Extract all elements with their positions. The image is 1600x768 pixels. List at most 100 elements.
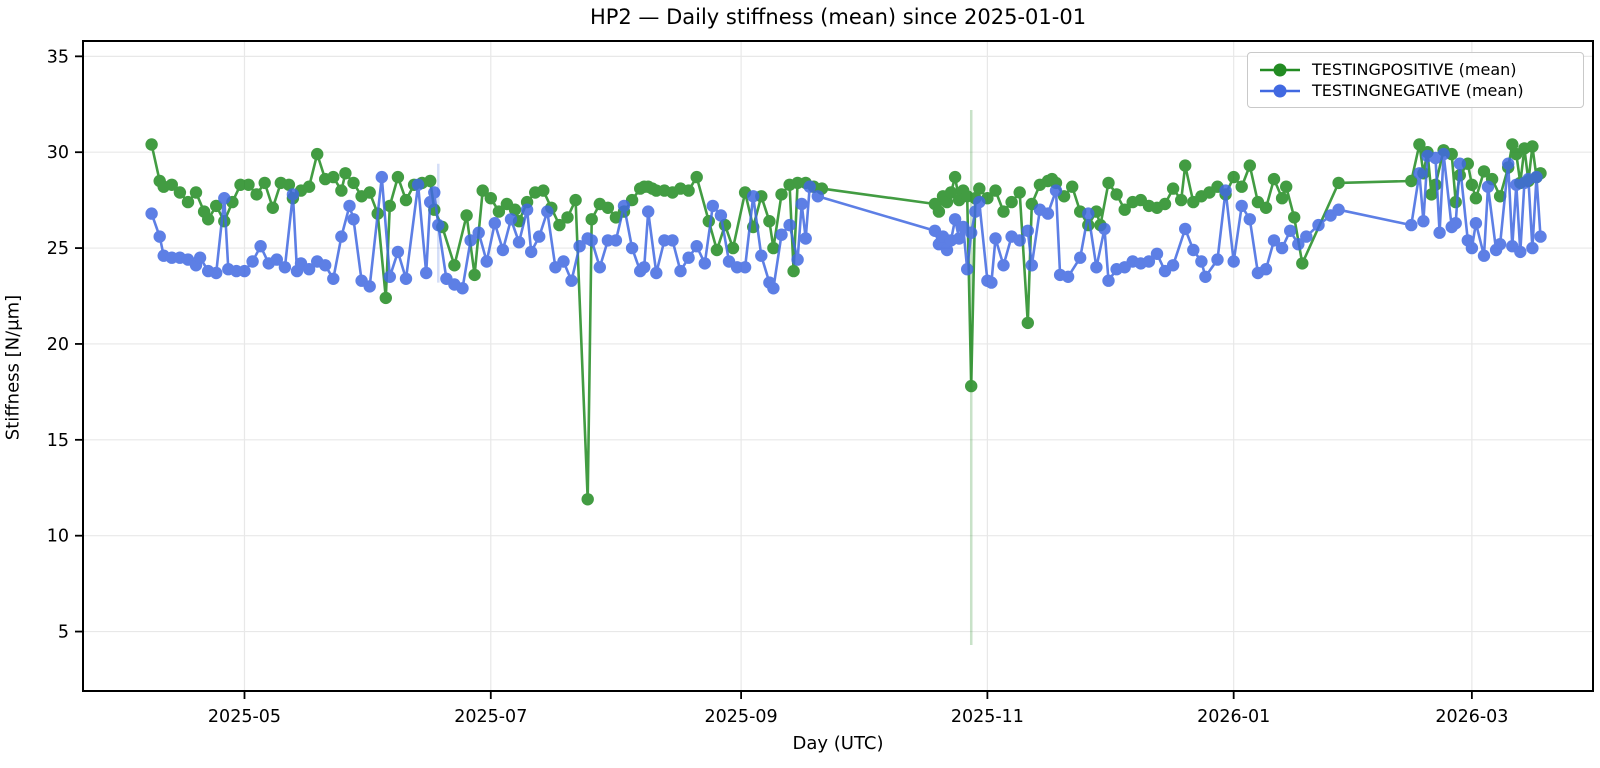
gridlines <box>83 41 1593 691</box>
data-point <box>985 276 998 289</box>
data-point <box>145 138 158 151</box>
data-point <box>246 255 259 268</box>
x-axis-label: Day (UTC) <box>792 733 884 754</box>
data-point <box>399 272 413 285</box>
data-point <box>282 178 296 191</box>
data-point <box>432 218 445 232</box>
data-point <box>492 205 506 218</box>
data-point <box>335 184 348 197</box>
data-point <box>1534 230 1547 243</box>
data-point <box>1082 207 1095 220</box>
data-point <box>767 282 780 295</box>
axes-spines <box>82 40 1594 692</box>
legend: TESTINGPOSITIVE (mean) TESTINGNEGATIVE (… <box>1247 52 1584 108</box>
data-point <box>638 261 651 274</box>
y-tick-label: 5 <box>58 623 69 643</box>
data-point <box>1332 176 1345 190</box>
data-point <box>965 226 978 239</box>
data-point <box>258 176 271 190</box>
data-point <box>193 251 207 264</box>
data-point <box>472 226 485 239</box>
data-point <box>210 199 223 213</box>
data-point <box>997 205 1010 218</box>
data-point <box>1199 270 1212 283</box>
data-point <box>278 261 292 274</box>
data-point <box>642 205 655 218</box>
data-point <box>1211 253 1224 266</box>
data-point <box>484 192 497 205</box>
data-point <box>767 241 780 255</box>
data-point <box>411 178 425 191</box>
data-point <box>448 259 461 272</box>
data-point <box>254 240 267 253</box>
data-point <box>1259 263 1273 276</box>
data-point <box>1098 222 1111 236</box>
data-point <box>1227 170 1240 184</box>
data-point <box>1267 172 1281 186</box>
y-tick-label: 30 <box>47 143 69 163</box>
tick-labels: 2025-05 2025-07 2025-09 2025-11 2026-01 2026-… <box>47 47 1509 727</box>
data-point <box>1013 186 1026 199</box>
data-point <box>1259 201 1273 214</box>
data-point <box>1284 224 1297 237</box>
data-point <box>989 232 1002 245</box>
data-point <box>569 193 582 207</box>
data-point <box>1013 234 1026 247</box>
data-point <box>476 184 489 197</box>
data-point <box>738 261 752 274</box>
data-point <box>286 188 300 201</box>
data-point <box>1158 197 1172 211</box>
data-point <box>311 147 324 161</box>
data-point <box>189 186 203 199</box>
data-point <box>1235 199 1248 213</box>
data-point <box>327 272 340 285</box>
data-point <box>335 230 348 243</box>
data-point <box>1493 190 1507 203</box>
data-point <box>242 178 255 191</box>
data-point <box>1235 180 1248 193</box>
data-point <box>173 186 187 199</box>
data-point <box>1481 180 1495 193</box>
tick-marks <box>75 55 1473 699</box>
data-point <box>698 257 711 270</box>
data-point <box>1502 157 1515 170</box>
data-point <box>1021 224 1034 237</box>
data-point <box>525 245 538 259</box>
data-point <box>302 180 316 193</box>
data-point <box>343 199 356 213</box>
data-point <box>581 493 594 506</box>
data-point <box>270 253 283 266</box>
data-point <box>755 249 768 262</box>
data-point <box>617 199 631 213</box>
data-point <box>585 234 598 247</box>
data-point <box>339 167 352 180</box>
data-point <box>464 234 477 247</box>
data-point <box>1280 180 1293 193</box>
data-point <box>1465 178 1479 191</box>
data-point <box>1195 255 1208 268</box>
data-point <box>710 243 724 257</box>
data-point <box>625 241 639 255</box>
data-point <box>952 232 966 245</box>
data-point <box>573 240 586 253</box>
data-point <box>1530 170 1543 184</box>
error-bars <box>437 110 973 645</box>
series-testingpositive <box>145 138 1547 506</box>
data-point <box>424 195 437 209</box>
data-point <box>948 170 962 184</box>
data-point <box>383 270 396 283</box>
legend-item-testingpositive: TESTINGPOSITIVE (mean) <box>1258 59 1573 80</box>
data-point <box>1179 222 1192 236</box>
data-point <box>1514 245 1527 259</box>
data-point <box>1413 138 1426 151</box>
data-point <box>1465 241 1479 255</box>
data-point <box>488 217 501 230</box>
data-point <box>383 199 396 213</box>
data-point <box>319 259 332 272</box>
data-point <box>775 228 788 241</box>
data-point <box>250 188 263 201</box>
x-tick-label: 2026-03 <box>1435 707 1508 727</box>
data-point <box>181 195 195 209</box>
y-tick-label: 35 <box>47 47 69 67</box>
data-point <box>496 243 510 257</box>
